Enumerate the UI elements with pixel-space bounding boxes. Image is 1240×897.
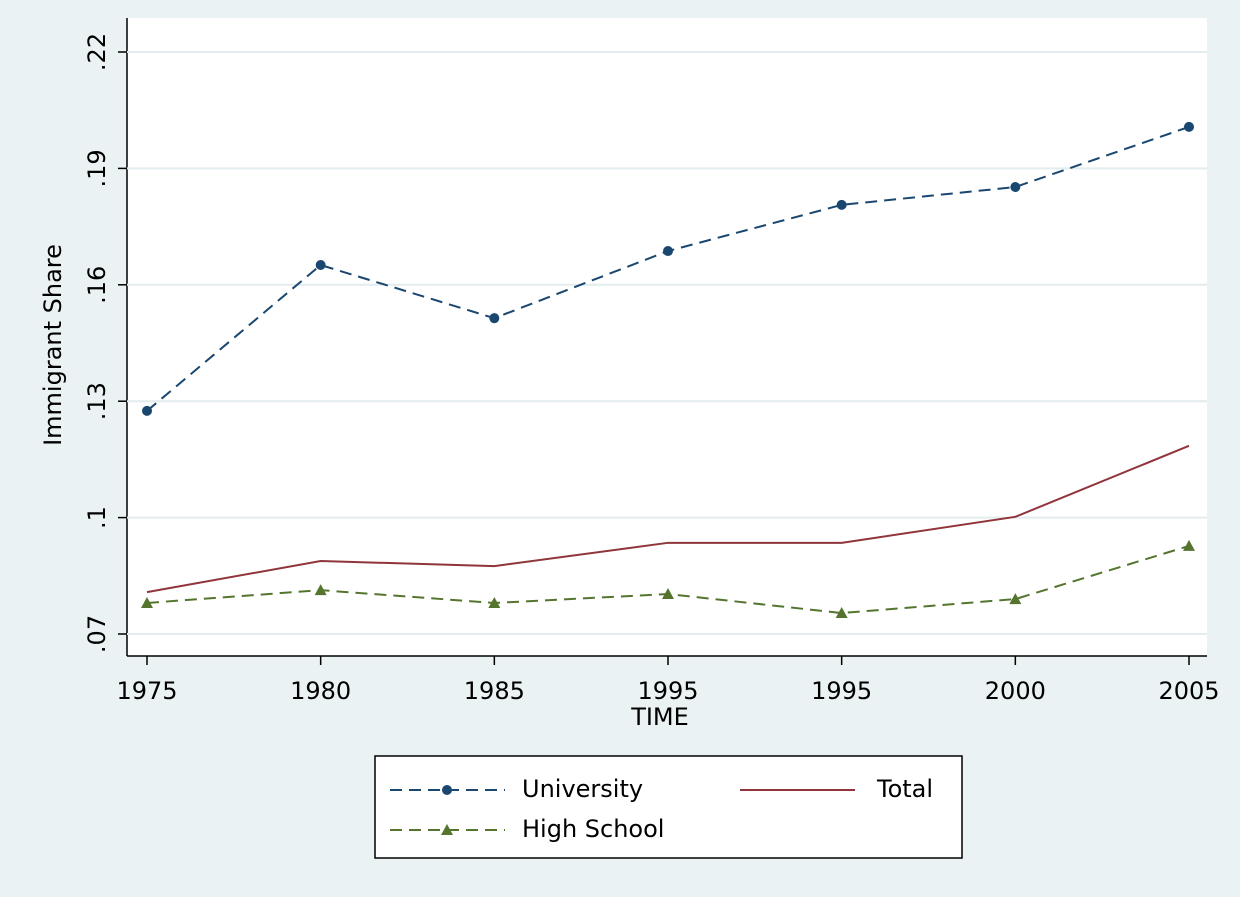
y-axis-label: Immigrant Share: [39, 244, 67, 446]
x-tick-label: 1995: [637, 677, 698, 705]
legend-label: University: [522, 775, 643, 803]
x-tick-label: 1995: [811, 677, 872, 705]
point: [1183, 539, 1195, 551]
legend-label: High School: [522, 815, 664, 843]
x-axis-label: TIME: [630, 703, 689, 731]
x-tick-label: 2005: [1158, 677, 1219, 705]
point: [141, 596, 153, 608]
point: [489, 313, 500, 324]
series-line: [146, 444, 1190, 594]
point: [1010, 182, 1021, 193]
x-tick-label: 1975: [116, 677, 177, 705]
point: [1184, 121, 1194, 132]
point: [1009, 593, 1022, 605]
point: [314, 584, 327, 596]
point: [663, 246, 673, 257]
point: [441, 824, 453, 835]
point: [315, 260, 326, 271]
point: [836, 199, 847, 210]
point: [835, 607, 848, 619]
x-tick-label: 1980: [290, 677, 351, 705]
x-tick-label: 1985: [464, 677, 525, 705]
y-tick-label: .22: [83, 33, 111, 71]
legend-label: Total: [876, 775, 933, 803]
point: [488, 596, 501, 608]
point: [442, 785, 452, 795]
y-tick-label: .07: [83, 615, 111, 653]
point: [662, 588, 674, 600]
plot-area: [127, 18, 1207, 656]
y-tick-label: .16: [83, 266, 111, 304]
y-tick-label: .1: [83, 506, 111, 529]
point: [142, 405, 152, 416]
y-tick-label: .19: [83, 149, 111, 187]
y-tick-label: .13: [83, 382, 111, 420]
legend: [374, 755, 963, 859]
x-tick-label: 2000: [985, 677, 1046, 705]
